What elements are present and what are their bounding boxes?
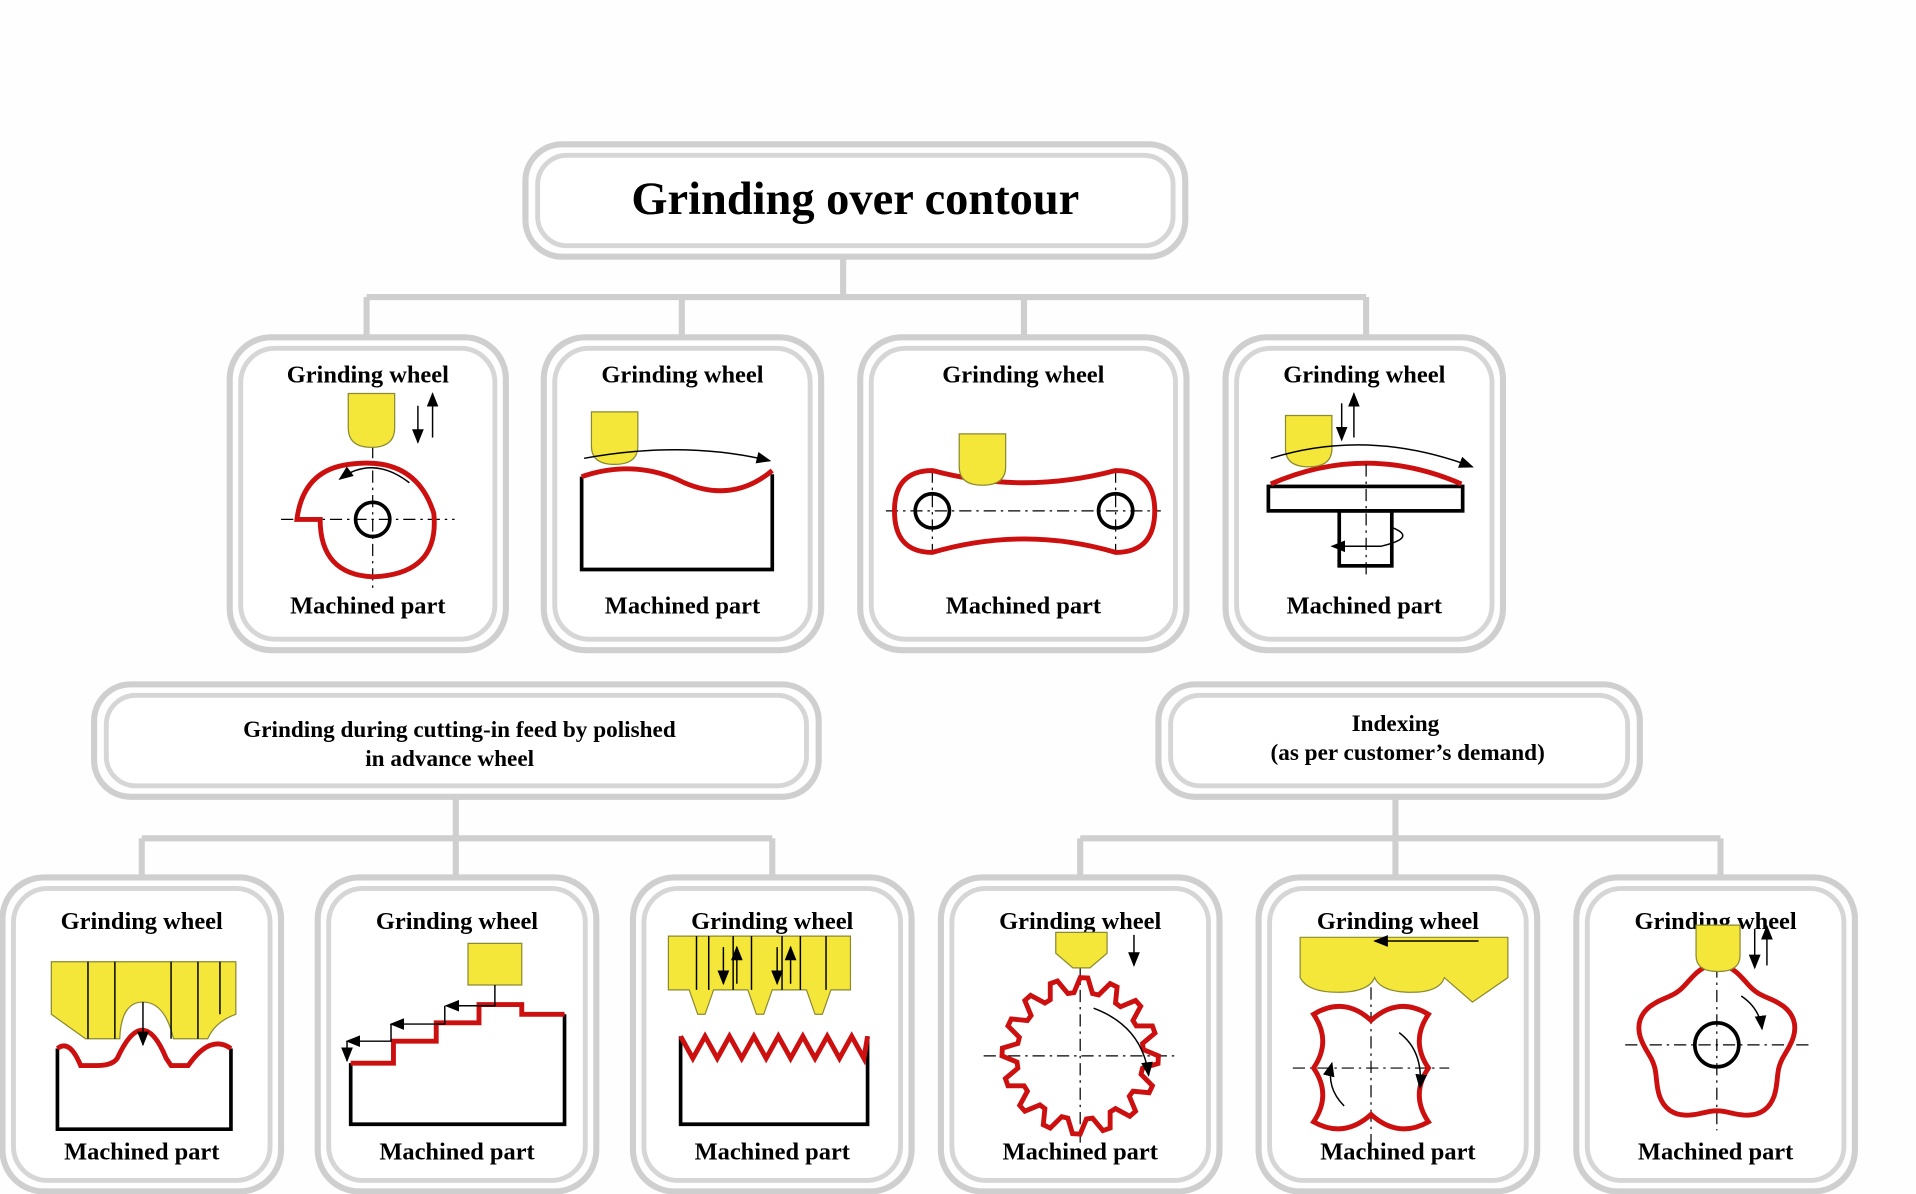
- machined-part-label: Machined part: [379, 1139, 535, 1166]
- drawing-steps: [341, 942, 567, 1127]
- drawing-link: [885, 433, 1161, 555]
- machined-part-label: Machined part: [290, 592, 446, 619]
- grinding-wheel-icon: [50, 961, 237, 1040]
- grinding-wheel-icon: [467, 942, 523, 986]
- grinding-wheel-icon: [1695, 924, 1741, 973]
- drawing-multi-rib: [667, 935, 870, 1127]
- group-label-line1: Grinding during cutting-in feed by polis…: [243, 717, 676, 743]
- machined-part-label: Machined part: [1638, 1139, 1794, 1166]
- diagram-title: Grinding over contour: [631, 174, 1079, 225]
- drawing-form-wheel: [50, 961, 237, 1131]
- process-panel: Grinding wheel Machined part: [1255, 874, 1541, 1194]
- machined-part-label: Machined part: [64, 1139, 220, 1166]
- grinding-wheel-label: Grinding wheel: [376, 908, 538, 935]
- grinding-wheel-label: Grinding wheel: [287, 362, 449, 389]
- machined-part-label: Machined part: [1320, 1139, 1476, 1166]
- drawing-cam: [281, 392, 455, 593]
- grinding-wheel-label: Grinding wheel: [601, 362, 763, 389]
- drawing-square-profile: [1292, 935, 1509, 1149]
- machined-part-label: Machined part: [946, 592, 1102, 619]
- drawing-table: [1266, 392, 1474, 575]
- machined-part-label: Machined part: [695, 1139, 851, 1166]
- grinding-wheel-icon: [347, 392, 396, 448]
- process-panel: Grinding wheel Machined part: [629, 874, 915, 1194]
- machined-part-label: Machined part: [1003, 1139, 1159, 1166]
- grinding-wheel-label: Grinding wheel: [61, 908, 223, 935]
- drawing-profile: [579, 411, 775, 572]
- lobed-contour: [1636, 961, 1798, 1118]
- title-box: Grinding over contour: [522, 141, 1189, 260]
- gear-contour: [999, 975, 1161, 1137]
- group-label-line1: Indexing: [1352, 711, 1440, 737]
- group-box-indexing: Indexing (as per customer’s demand): [1155, 681, 1643, 800]
- group-box-cutting-in: Grinding during cutting-in feed by polis…: [91, 681, 822, 800]
- machined-part-label: Machined part: [605, 592, 761, 619]
- grinding-wheel-label: Grinding wheel: [1283, 362, 1445, 389]
- process-panel: Grinding wheel Machined part: [937, 874, 1223, 1194]
- grinding-wheel-label: Grinding wheel: [999, 908, 1161, 935]
- grinding-wheel-icon: [590, 411, 639, 466]
- process-panel: Grinding wheel Machined part: [540, 334, 825, 654]
- grinding-wheel-icon: [667, 935, 852, 1015]
- group-label-line2: in advance wheel: [365, 746, 534, 772]
- grinding-wheel-label: Grinding wheel: [691, 908, 853, 935]
- process-panel: Grinding wheel Machined part: [0, 874, 285, 1194]
- process-panel: Grinding wheel Machined part: [857, 334, 1190, 654]
- machined-part-label: Machined part: [1287, 592, 1443, 619]
- process-panel: Grinding wheel Machined part: [314, 874, 600, 1194]
- grinding-wheel-icon: [1299, 936, 1509, 1003]
- grinding-wheel-label: Grinding wheel: [1317, 908, 1479, 935]
- grinding-wheel-label: Grinding wheel: [942, 362, 1104, 389]
- grinding-wheel-icon: [1055, 931, 1108, 969]
- grinding-wheel-icon: [1284, 414, 1333, 468]
- group-label-line2: (as per customer’s demand): [1271, 740, 1545, 766]
- connectors: [138, 256, 1724, 878]
- grinding-wheel-icon: [958, 433, 1007, 486]
- process-panel: Grinding wheel Machined part: [226, 334, 509, 654]
- drawing-lobed: [1625, 924, 1809, 1131]
